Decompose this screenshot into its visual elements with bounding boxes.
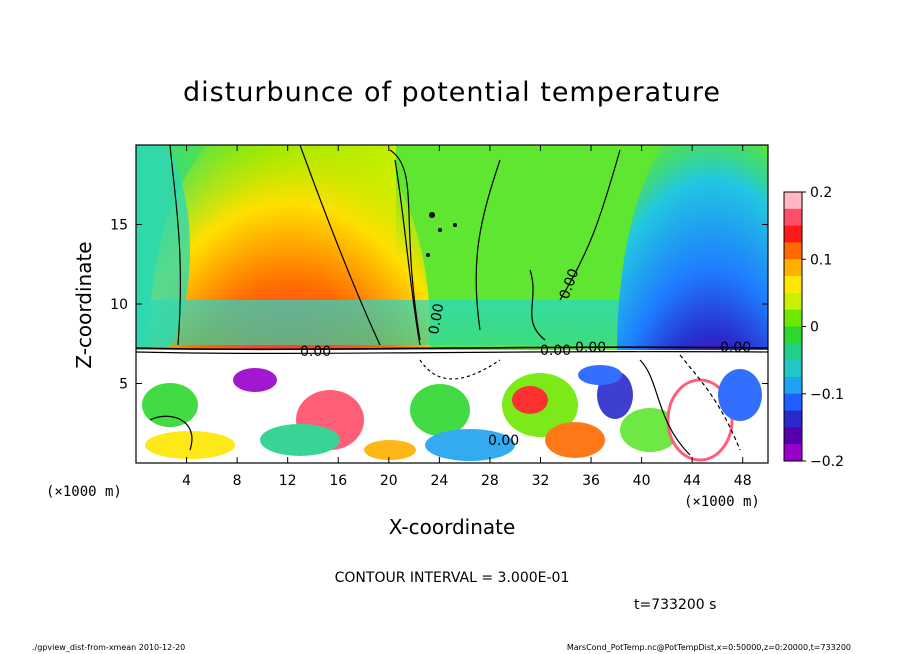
footer-right: MarsCond_PotTemp.nc@PotTempDist,x=0:5000…: [567, 643, 851, 652]
colorbar-swatch: [784, 242, 802, 260]
x-tick-label: 12: [279, 473, 297, 489]
x-axis-ticks: 4 8 12 16 20 24 28 32 36 40 44 48: [182, 145, 752, 489]
x-tick-label: 24: [430, 473, 448, 489]
x-tick-label: 40: [633, 473, 651, 489]
x-tick-label: 28: [481, 473, 499, 489]
colorbar-swatch: [784, 192, 802, 210]
colorbar-swatch: [784, 360, 802, 378]
contour-label: 0.00: [540, 343, 571, 359]
contour-labels: 0.000.000.00 0.00 0.000.000.00: [300, 267, 751, 449]
y-axis-label: Z-coordinate: [72, 241, 96, 368]
colorbar-swatch: [784, 326, 802, 344]
colorbar-tick-label: −0.2: [810, 454, 844, 470]
x-tick-label: 44: [683, 473, 701, 489]
x-tick-label: 8: [233, 473, 242, 489]
colorbar-swatch: [784, 225, 802, 243]
colorbar-swatch: [784, 376, 802, 395]
colorbar-swatch: [784, 309, 802, 327]
y-tick-label: 5: [119, 377, 128, 393]
contour-label: 0.00: [720, 340, 751, 356]
x-tick-label: 36: [582, 473, 600, 489]
x-axis-label: X-coordinate: [389, 515, 516, 539]
x-axis-unit-right: (×1000 m): [684, 494, 760, 510]
colorbar-swatch: [784, 393, 802, 412]
colorbar-swatch: [784, 292, 802, 311]
time-text: t=733200 s: [634, 597, 716, 613]
x-tick-label: 48: [734, 473, 752, 489]
contour-interval-text: CONTOUR INTERVAL = 3.000E-01: [335, 570, 570, 586]
x-tick-label: 16: [329, 473, 347, 489]
y-tick-label: 10: [110, 297, 128, 313]
x-tick-label: 4: [182, 473, 191, 489]
contour-label: 0.00: [488, 433, 519, 449]
contour-label: 0.00: [575, 340, 606, 356]
contour-label: 0.00: [300, 344, 331, 360]
colorbar-swatch: [784, 444, 802, 462]
colorbar-swatch: [784, 259, 802, 277]
x-tick-label: 20: [380, 473, 398, 489]
plot-field: [136, 145, 768, 463]
colorbar-tick-label: 0.2: [810, 185, 832, 201]
colorbar-tick-label: 0.1: [810, 252, 832, 268]
footer-left: ./gpview_dist-from-xmean 2010-12-20: [32, 643, 185, 652]
y-axis-ticks: 5 10 15: [110, 218, 768, 393]
x-axis-unit-left: (×1000 m): [46, 484, 122, 500]
colorbar-tick-label: 0: [810, 320, 819, 336]
colorbar-swatch: [784, 410, 802, 428]
y-tick-label: 15: [110, 218, 128, 234]
colorbar-swatch: [784, 343, 802, 361]
colorbar-tick-label: −0.1: [810, 387, 844, 403]
colorbar-swatch: [784, 276, 802, 294]
chart-title: disturbunce of potential temperature: [183, 77, 721, 108]
colorbar-swatch: [784, 208, 802, 227]
contour-label: 0.00: [426, 302, 447, 335]
colorbar: [783, 191, 803, 462]
x-tick-label: 32: [532, 473, 550, 489]
colorbar-ticks: 0.2 0.1 0 −0.1 −0.2: [802, 185, 844, 470]
colorbar-swatch: [784, 427, 802, 445]
